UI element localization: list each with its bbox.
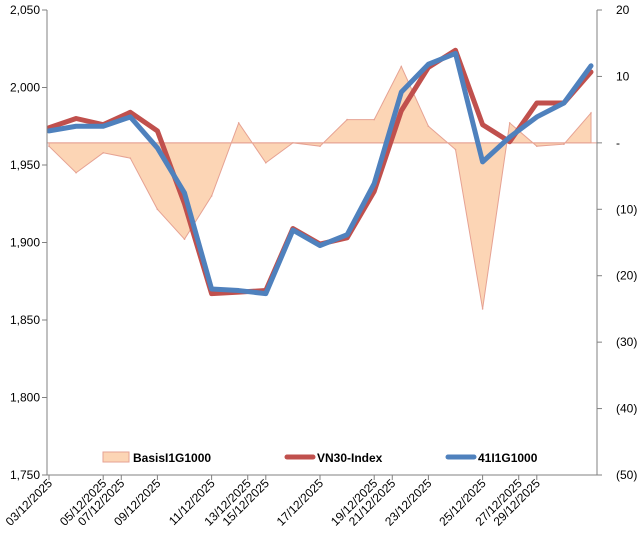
y-right-tick-label: (30) [616,335,637,349]
line-point [399,108,404,113]
area-point [536,145,538,147]
y-left-tick-label: 1,950 [10,158,40,172]
line-point [47,128,51,133]
line-point [399,90,404,95]
area-layer [48,65,592,310]
line-point [263,291,268,296]
y-left-tick-label: 1,750 [10,468,40,482]
line-point [507,135,512,140]
y-left-tick-label: 2,050 [10,3,40,17]
line-point [128,110,133,115]
legend-label-BasisI1G1000: BasisI1G1000 [133,451,211,465]
line-point [345,232,350,237]
area-point [48,145,50,147]
line-point [426,62,431,67]
y-right-tick-label: - [616,136,620,150]
legend-label-VN30-Index: VN30-Index [317,451,383,465]
y-left-tick-label: 1,900 [10,236,40,250]
line-point [480,122,485,127]
area-point [129,157,132,159]
area-point [481,308,484,310]
y-right-tick-label: 20 [616,3,630,17]
area-point [400,65,403,68]
y-right-tick-label: 10 [616,69,630,83]
y-left-tick-label: 2,000 [10,81,40,95]
line-point [480,159,485,164]
line-point [209,291,214,296]
y-right-tick-label: (20) [616,269,637,283]
line-point [155,128,160,133]
area-point [508,122,511,124]
line-point [589,63,593,68]
line-point [534,114,539,119]
line-point [101,124,106,129]
area-point [75,171,77,174]
line-point [182,190,187,195]
series-area-BasisI1G1000 [48,65,592,310]
area-point [590,112,592,114]
line-point [155,145,160,150]
line-point [561,101,566,105]
line-point [236,288,241,293]
line-point [453,51,458,56]
line-point [74,116,79,121]
legend-label-41I1G1000: 41I1G1000 [478,451,538,465]
area-point [563,143,565,145]
area-point [265,161,267,164]
line-point [318,243,322,248]
area-point [346,118,348,121]
line-point [290,228,295,233]
area-point [102,152,104,154]
y-left-tick-label: 1,850 [10,313,40,327]
area-point [156,208,159,211]
area-point [373,118,376,121]
legend: BasisI1G1000 VN30-Index 41I1G1000 [102,451,538,465]
area-point [319,145,321,147]
line-point [209,287,214,291]
line-point [372,181,377,186]
area-point [210,195,213,197]
area-point [427,125,430,128]
y-right-tick-label: (10) [616,202,637,216]
y-right-tick-label: (50) [616,468,637,482]
line-layer [46,47,594,297]
line-point [74,124,79,129]
legend-swatch-BasisI1G1000 [102,451,130,463]
y-right-tick-label: (40) [616,402,637,416]
area-point [183,238,186,240]
area-point [237,122,240,124]
line-point [128,114,133,119]
line-point [534,101,539,105]
area-point [454,148,457,151]
y-left-tick-label: 1,800 [10,391,40,405]
